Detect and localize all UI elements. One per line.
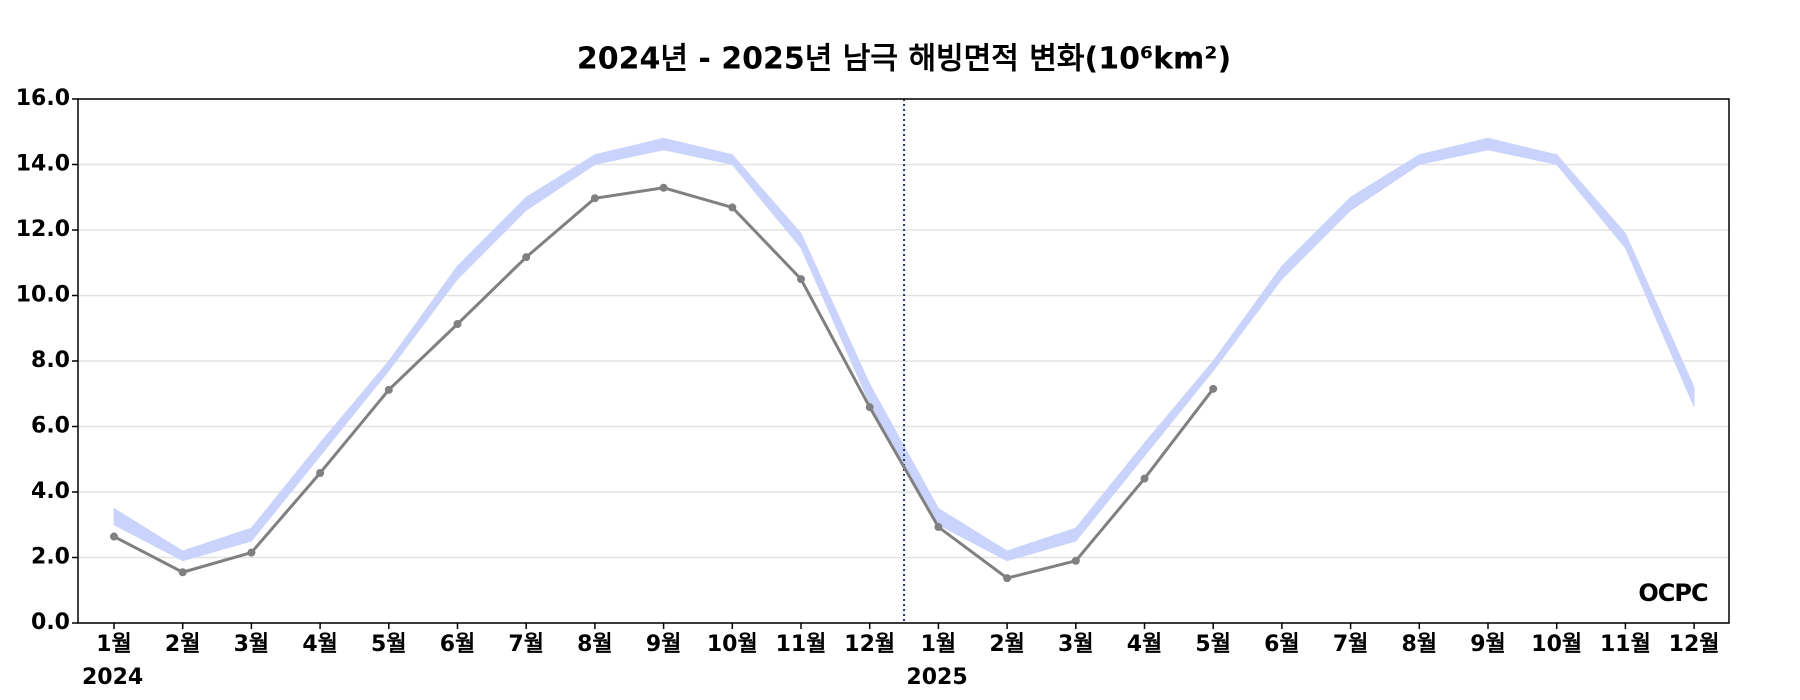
x-tick-label: 6월 <box>440 632 476 657</box>
climatology-band <box>1144 359 1214 458</box>
x-tick-label: 8월 <box>577 632 613 657</box>
x-tick-label: 4월 <box>1127 632 1163 657</box>
data-point <box>590 194 599 203</box>
climatology-band <box>663 137 733 165</box>
x-tick-label: 2월 <box>989 632 1025 657</box>
data-point <box>453 319 462 328</box>
data-point <box>316 469 325 478</box>
x-tick-label: 10월 <box>1531 632 1582 657</box>
y-tick-label: 4.0 <box>31 479 70 504</box>
data-point <box>1071 556 1080 565</box>
x-tick-label: 5월 <box>1195 632 1231 657</box>
data-point <box>110 532 118 541</box>
x-tick-label: 12월 <box>1669 632 1720 657</box>
x-tick-label: 1월 <box>921 632 957 657</box>
data-point <box>1140 474 1149 483</box>
climatology-band <box>1281 196 1351 281</box>
climatology-band <box>1556 153 1626 250</box>
data-point <box>178 568 187 577</box>
y-tick-label: 16.0 <box>16 86 70 111</box>
plot-frame <box>77 98 1730 624</box>
data-point <box>934 523 943 532</box>
climatology-band <box>1006 527 1077 562</box>
y-tick-label: 2.0 <box>31 545 70 570</box>
x-tick-label: 10월 <box>707 632 758 657</box>
data-point <box>728 203 737 212</box>
x-tick-label: 2월 <box>165 632 201 657</box>
y-tick-label: 10.0 <box>16 283 70 308</box>
x-tick-label: 3월 <box>1058 632 1094 657</box>
year-label: 2025 <box>906 665 967 690</box>
climatology-band <box>594 137 664 165</box>
x-tick-label: 1월 <box>96 632 132 657</box>
climatology-band <box>1487 137 1558 165</box>
climatology-band <box>800 233 871 404</box>
x-tick-label: 12월 <box>844 632 895 657</box>
x-tick-label: 7월 <box>1333 632 1369 657</box>
data-point <box>1209 384 1218 393</box>
chart-title: 2024년 - 2025년 남극 해빙면적 변화(10⁶km²) <box>577 42 1231 77</box>
climatology-band <box>525 153 596 212</box>
climatology-band <box>1625 233 1695 408</box>
x-tick-label: 8월 <box>1402 632 1438 657</box>
x-tick-label: 9월 <box>646 632 682 657</box>
y-tick-label: 0.0 <box>31 610 70 635</box>
x-tick-label: 6월 <box>1264 632 1300 657</box>
x-tick-label: 7월 <box>508 632 544 657</box>
logo: OCPC <box>1638 579 1708 607</box>
year-label: 2024 <box>82 665 143 690</box>
climatology-band <box>1418 137 1489 165</box>
x-tick-label: 4월 <box>302 632 338 657</box>
climatology-band <box>1212 264 1283 373</box>
data-point <box>1003 574 1012 583</box>
y-tick-label: 6.0 <box>31 414 70 439</box>
x-tick-label: 3월 <box>234 632 270 657</box>
x-tick-label: 11월 <box>776 632 827 657</box>
data-point <box>384 385 393 394</box>
climatology-band <box>1350 153 1420 212</box>
data-point <box>522 253 531 262</box>
series-line <box>113 186 1215 580</box>
data-point <box>865 403 874 412</box>
y-tick-label: 8.0 <box>31 348 70 373</box>
climatology-band <box>319 359 390 458</box>
data-point <box>797 275 805 284</box>
data-point <box>247 548 256 557</box>
x-tick-label: 9월 <box>1470 632 1506 657</box>
y-tick-label: 14.0 <box>16 152 70 177</box>
data-point <box>659 183 668 192</box>
climatology-band <box>731 153 802 250</box>
x-tick-label: 11월 <box>1600 632 1651 657</box>
x-tick-label: 5월 <box>371 632 407 657</box>
y-tick-label: 12.0 <box>16 217 70 242</box>
